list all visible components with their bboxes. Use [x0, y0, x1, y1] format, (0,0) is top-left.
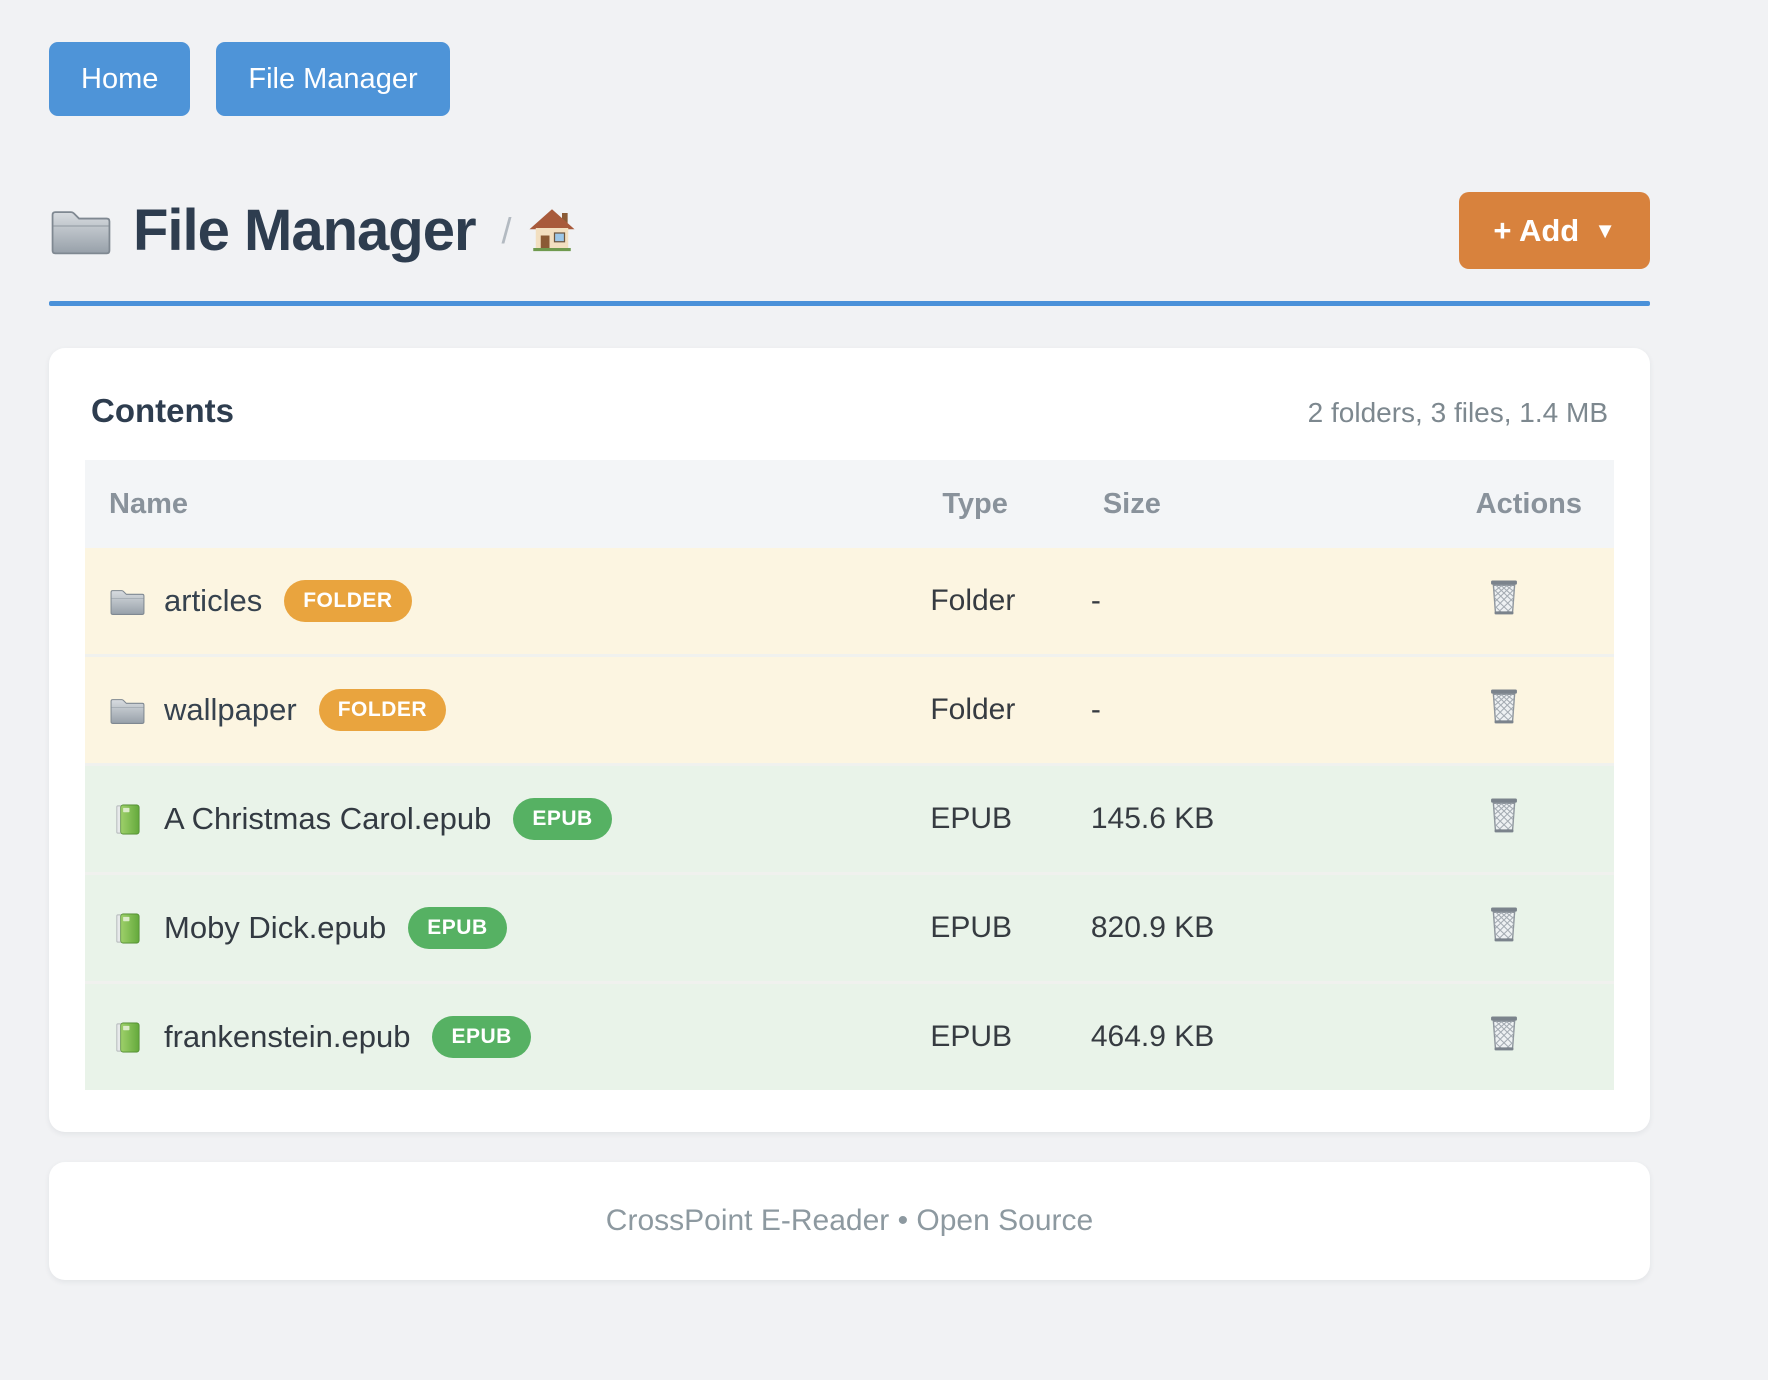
type-cell: EPUB [918, 873, 1079, 984]
size-cell: - [1078, 548, 1309, 657]
trash-icon [1486, 1013, 1522, 1053]
nav-button-home[interactable]: Home [49, 42, 191, 116]
size-cell: 145.6 KB [1078, 764, 1309, 875]
contents-card-header: Contents 2 folders, 3 files, 1.4 MB [85, 392, 1614, 430]
folder-icon [49, 204, 113, 258]
table-header-row: Name Type Size Actions [85, 460, 1614, 548]
type-cell: Folder [918, 655, 1079, 766]
house-icon[interactable] [528, 208, 576, 253]
delete-button[interactable] [1486, 795, 1522, 835]
chevron-down-icon: ▼ [1594, 217, 1616, 243]
trash-icon [1486, 686, 1522, 726]
name-cell: Moby Dick.epub EPUB [109, 907, 918, 949]
file-name[interactable]: wallpaper [164, 692, 297, 727]
name-cell: frankenstein.epub EPUB [109, 1016, 918, 1058]
file-name[interactable]: A Christmas Carol.epub [164, 801, 492, 836]
footer-text: CrossPoint E-Reader • Open Source [605, 1204, 1094, 1237]
type-cell: EPUB [918, 764, 1079, 875]
title-group: File Manager / [49, 197, 576, 264]
book-icon [109, 1021, 146, 1054]
column-header-actions: Actions [1308, 460, 1614, 548]
type-badge: EPUB [513, 798, 612, 840]
trash-icon [1486, 577, 1522, 617]
breadcrumb-separator: / [501, 209, 512, 251]
table-row[interactable]: articles FOLDER Folder - [85, 548, 1614, 657]
add-button[interactable]: + Add ▼ [1459, 192, 1650, 269]
column-header-size: Size [1078, 460, 1309, 548]
delete-button[interactable] [1486, 686, 1522, 726]
book-icon [109, 912, 146, 945]
top-nav: Home File Manager [49, 42, 1650, 116]
contents-card: Contents 2 folders, 3 files, 1.4 MB Name… [49, 348, 1650, 1132]
type-badge: EPUB [432, 1016, 531, 1058]
type-badge: FOLDER [318, 689, 447, 731]
size-cell: 820.9 KB [1078, 873, 1309, 984]
page: Home File Manager File Manager / [49, 42, 1650, 1280]
page-title: File Manager [133, 198, 477, 263]
file-name[interactable]: articles [164, 583, 263, 618]
name-cell: wallpaper FOLDER [109, 689, 918, 731]
add-button-label: + Add [1493, 212, 1580, 248]
book-icon [109, 803, 146, 836]
name-cell: A Christmas Carol.epub EPUB [109, 798, 918, 840]
file-name[interactable]: Moby Dick.epub [164, 910, 387, 945]
trash-icon [1486, 904, 1522, 944]
type-cell: Folder [918, 548, 1079, 657]
header-divider [49, 301, 1650, 306]
folder-icon [109, 694, 146, 727]
folder-icon [109, 585, 146, 618]
file-table: Name Type Size Actions [85, 460, 1614, 1090]
size-cell: 464.9 KB [1078, 982, 1309, 1090]
delete-button[interactable] [1486, 904, 1522, 944]
table-row[interactable]: A Christmas Carol.epub EPUB EPUB 145.6 K… [85, 764, 1614, 875]
file-name[interactable]: frankenstein.epub [164, 1019, 411, 1054]
page-header: File Manager / + Add ▼ [49, 192, 1650, 269]
size-cell: - [1078, 655, 1309, 766]
name-cell: articles FOLDER [109, 580, 918, 622]
nav-button-file-manager[interactable]: File Manager [216, 42, 450, 116]
contents-summary: 2 folders, 3 files, 1.4 MB [1307, 397, 1608, 428]
table-row[interactable]: Moby Dick.epub EPUB EPUB 820.9 KB [85, 873, 1614, 984]
type-badge: EPUB [408, 907, 507, 949]
type-cell: EPUB [918, 982, 1079, 1090]
footer-card: CrossPoint E-Reader • Open Source [49, 1162, 1650, 1280]
delete-button[interactable] [1486, 1013, 1522, 1053]
type-badge: FOLDER [284, 580, 412, 622]
table-row[interactable]: wallpaper FOLDER Folder - [85, 655, 1614, 766]
column-header-name: Name [85, 460, 919, 548]
delete-button[interactable] [1486, 577, 1522, 617]
trash-icon [1486, 795, 1522, 835]
column-header-type: Type [918, 460, 1079, 548]
table-row[interactable]: frankenstein.epub EPUB EPUB 464.9 KB [85, 982, 1614, 1090]
contents-heading: Contents [91, 392, 234, 429]
